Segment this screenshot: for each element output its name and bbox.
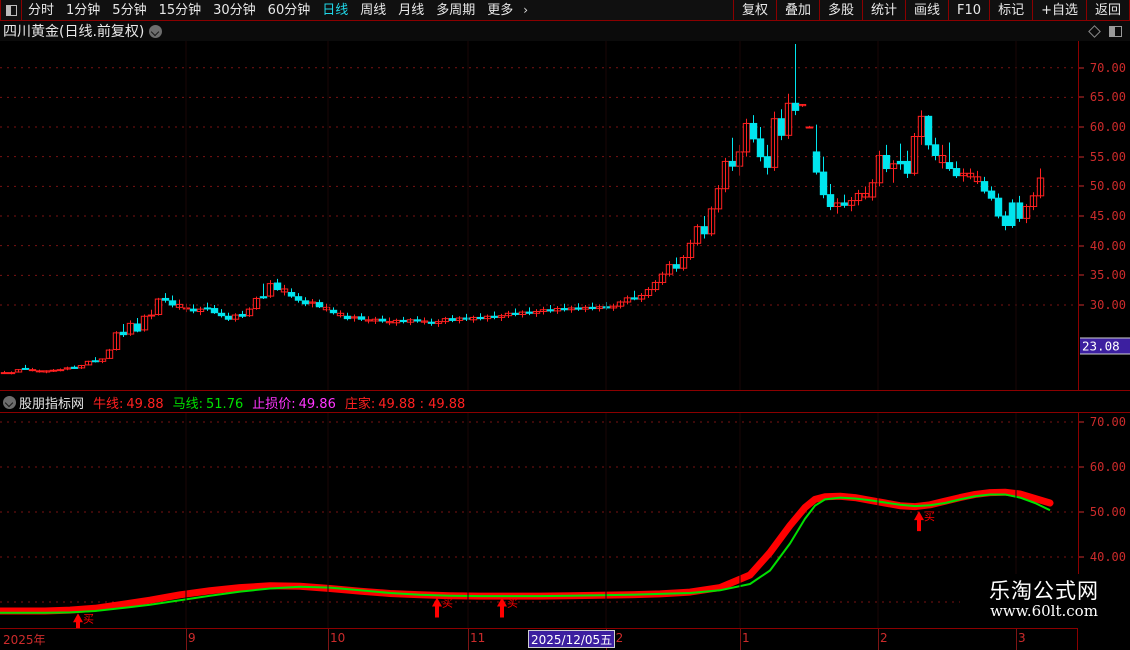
date-gridline	[468, 629, 469, 650]
panel-toggle-icon[interactable]	[0, 0, 22, 20]
indicator-tick	[1079, 466, 1084, 468]
toolbar-action-3[interactable]: 统计	[862, 0, 905, 20]
diamond-icon[interactable]	[1088, 24, 1101, 38]
price-axis-label: 65.00	[1089, 90, 1126, 105]
price-axis-label: 30.00	[1089, 297, 1126, 312]
indicator-axis: 70.00 60.00 50.00 40.00 30.00	[1078, 412, 1130, 628]
axis-corner	[1078, 628, 1130, 650]
indicator-axis-label: 70.00	[1089, 415, 1126, 429]
period-tab-6[interactable]: 日线	[322, 2, 349, 18]
date-axis[interactable]: 2025年 9 10 11 12 1 2 3 2025/12/05五	[0, 628, 1078, 650]
indicator-field-key-2: 止损价:	[252, 396, 296, 412]
period-tab-9[interactable]: 多周期	[436, 2, 476, 18]
date-axis-label-3: 11	[470, 631, 486, 645]
date-gridline	[1016, 629, 1017, 650]
indicator-tick	[1079, 421, 1084, 423]
price-tick	[1079, 245, 1084, 247]
period-tab-0[interactable]: 分时	[28, 2, 55, 18]
date-gridline	[878, 629, 879, 650]
price-axis-label: 40.00	[1089, 238, 1126, 253]
date-axis-label-5: 1	[742, 631, 750, 645]
indicator-field-value-3: 49.88 : 49.88	[378, 396, 466, 412]
price-tick	[1079, 67, 1084, 69]
svg-text:买: 买	[83, 612, 94, 625]
period-tab-10[interactable]: 更多	[487, 2, 514, 18]
indicator-svg: 买买 买买	[0, 413, 1078, 628]
price-tick	[1079, 215, 1084, 217]
price-axis-label: 35.00	[1089, 268, 1126, 283]
period-tab-3[interactable]: 15分钟	[158, 2, 202, 18]
price-tick	[1079, 304, 1084, 306]
price-axis-label: 50.00	[1089, 179, 1126, 194]
price-tick	[1079, 96, 1084, 98]
toolbar-action-7[interactable]: +自选	[1032, 0, 1086, 20]
date-gridline	[740, 629, 741, 650]
price-axis-label: 45.00	[1089, 209, 1126, 223]
selected-date-badge: 2025/12/05五	[528, 630, 616, 648]
toolbar-action-8[interactable]: 返回	[1085, 0, 1130, 20]
stock-title-bar: 四川黄金(日线.前复权)	[0, 21, 1130, 41]
candlestick-chart[interactable]	[0, 41, 1078, 391]
current-price-badge: 23.08	[1080, 337, 1130, 355]
date-axis-label-7: 3	[1018, 631, 1026, 645]
panel-layout-icon[interactable]	[1109, 25, 1122, 37]
indicator-field-key-3: 庄家:	[344, 396, 376, 412]
period-tab-5[interactable]: 60分钟	[267, 2, 311, 18]
toolbar-left-group: 分时 1分钟 5分钟 15分钟 30分钟 60分钟 日线 周线 月线 多周期 更多 ›	[0, 0, 532, 20]
svg-text:买: 买	[924, 510, 935, 523]
page-title: 四川黄金(日线.前复权)	[3, 24, 145, 40]
period-tab-8[interactable]: 月线	[398, 2, 425, 18]
toolbar-action-4[interactable]: 画线	[905, 0, 948, 20]
toolbar-action-list: 复权 叠加 多股 统计 画线 F10 标记 +自选 返回	[732, 0, 1130, 20]
price-axis-label: 60.00	[1089, 120, 1126, 135]
indicator-tick	[1079, 556, 1084, 558]
period-tab-list: 分时 1分钟 5分钟 15分钟 30分钟 60分钟 日线 周线 月线 多周期 更多	[22, 0, 519, 20]
period-tab-2[interactable]: 5分钟	[112, 2, 147, 18]
date-axis-label-1: 9	[188, 631, 196, 645]
indicator-field-value-0: 49.88	[126, 396, 164, 412]
date-axis-label-2: 10	[330, 631, 346, 645]
indicator-tick	[1079, 601, 1084, 603]
price-axis: 70.00 65.00 60.00 55.00 50.00 45.00 40.00 35.00…	[1078, 41, 1130, 391]
svg-text:买: 买	[507, 597, 518, 610]
price-tick	[1079, 185, 1084, 187]
date-axis-label-0: 2025年	[3, 633, 46, 647]
indicator-field-value-1: 51.76	[206, 396, 244, 412]
period-tab-4[interactable]: 30分钟	[213, 2, 256, 18]
indicator-chart[interactable]: 买买买买	[0, 412, 1078, 628]
price-axis-label: 70.00	[1089, 60, 1126, 75]
chevron-down-circle-icon[interactable]	[149, 24, 163, 38]
top-toolbar: 分时 1分钟 5分钟 15分钟 30分钟 60分钟 日线 周线 月线 多周期 更多 › 复权 叠加 多股…	[0, 0, 1130, 21]
indicator-values: 牛线: 49.88 马线: 51.76 止损价: 49.86 庄家: 49.88 : 49.8…	[84, 393, 465, 412]
date-axis-label-6: 2	[880, 631, 888, 645]
indicator-axis-label: 40.00	[1089, 550, 1126, 564]
price-tick	[1079, 156, 1084, 158]
price-axis-label: 55.00	[1089, 149, 1126, 164]
indicator-field-key-1: 马线:	[172, 396, 204, 412]
indicator-field-value-2: 49.86	[298, 396, 336, 412]
indicator-tick	[1079, 511, 1084, 513]
title-bar-icons	[1088, 24, 1130, 38]
candlestick-svg	[0, 41, 1078, 390]
svg-text:买: 买	[442, 597, 453, 610]
price-tick	[1079, 274, 1084, 276]
indicator-axis-label: 30.00	[1089, 595, 1126, 609]
period-tab-7[interactable]: 周线	[360, 2, 387, 18]
chevron-down-circle-icon[interactable]	[3, 395, 16, 409]
date-gridline	[186, 629, 187, 650]
price-tick	[1079, 126, 1084, 128]
toolbar-action-1[interactable]: 叠加	[775, 0, 819, 20]
indicator-header: 股朋指标网 牛线: 49.88 马线: 51.76 止损价: 49.86 庄家: 49.88 …	[0, 392, 1130, 412]
toolbar-action-6[interactable]: 标记	[989, 0, 1032, 20]
indicator-axis-label: 50.00	[1089, 505, 1126, 519]
toolbar-action-0[interactable]: 复权	[732, 0, 776, 20]
chevron-right-icon[interactable]: ›	[523, 3, 529, 17]
indicator-name: 股朋指标网	[19, 396, 85, 412]
indicator-field-key-0: 牛线:	[93, 396, 124, 412]
toolbar-action-2[interactable]: 多股	[818, 0, 862, 20]
date-gridline	[328, 629, 329, 650]
period-tab-1[interactable]: 1分钟	[66, 2, 101, 18]
indicator-axis-label: 60.00	[1089, 460, 1126, 474]
toolbar-action-5[interactable]: F10	[948, 0, 989, 20]
